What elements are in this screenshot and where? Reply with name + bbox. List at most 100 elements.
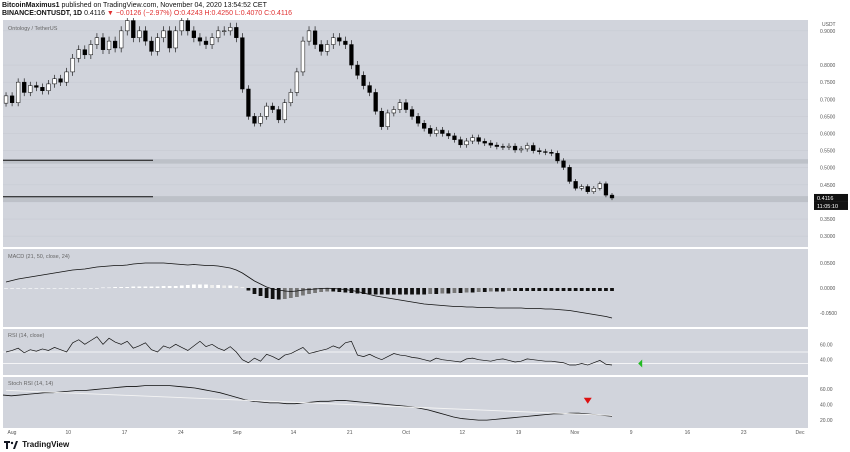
macd-histogram-bar (252, 288, 257, 294)
candle (294, 71, 300, 93)
macd-title: MACD (21, 50, close, 24) (8, 254, 70, 260)
candle (234, 27, 239, 38)
macd-histogram-bar (282, 288, 287, 299)
macd-histogram-bar (561, 288, 566, 291)
candle (325, 44, 330, 52)
macd-histogram-bar (228, 285, 233, 288)
y-tick-label: 0.5000 (820, 166, 836, 172)
candle (452, 135, 457, 140)
candle (506, 145, 512, 148)
candle (579, 186, 584, 189)
countdown-box (814, 201, 848, 210)
macd-histogram-bar (458, 288, 463, 293)
macd-histogram-bar (119, 287, 124, 288)
y-tick-label: 0.6000 (820, 132, 836, 138)
candle (34, 85, 39, 88)
macd-histogram-bar (198, 284, 202, 288)
tradingview-brand: TradingView (22, 440, 70, 449)
candle (137, 30, 142, 38)
candle (543, 151, 548, 153)
macd-histogram-bar (579, 288, 584, 291)
macd-histogram-bar (391, 288, 396, 295)
candle (397, 102, 403, 110)
candle (518, 148, 524, 151)
stoch-y-tick: 60.00 (820, 387, 833, 393)
macd-histogram-bar (70, 288, 75, 289)
current-price: 0.4116 (84, 10, 105, 17)
macd-histogram-bar (452, 288, 457, 293)
candle (288, 92, 293, 103)
macd-histogram-bar (355, 288, 360, 294)
candle (573, 181, 578, 189)
candle (367, 85, 372, 93)
candle (306, 30, 312, 42)
candle (173, 30, 178, 49)
macd-histogram-bar (604, 288, 608, 291)
tradingview-footer: TradingView (4, 440, 69, 449)
candle (512, 145, 518, 151)
candle (58, 78, 63, 83)
macd-histogram-bar (173, 286, 178, 288)
candle (222, 30, 227, 32)
candle (319, 44, 324, 52)
last-price-label: 0.4116 (817, 196, 833, 202)
macd-histogram-bar (482, 288, 487, 292)
macd-histogram-bar (531, 288, 536, 291)
candle (458, 139, 463, 146)
price-change: −0.0126 (−2.97%) (115, 10, 172, 17)
x-tick-label: 17 (122, 430, 128, 436)
macd-histogram-bar (598, 288, 602, 291)
macd-histogram-bar (113, 287, 117, 288)
chart-area[interactable]: 0.9000 0.8000 0.7500 0.7000 0.6500 0.6000 0.55… (0, 18, 850, 438)
candle (94, 37, 100, 45)
y-tick-label: 0.7500 (820, 80, 836, 86)
macd-histogram-bar (16, 288, 21, 289)
macd-histogram-bar (422, 288, 427, 295)
stoch-y-tick: 40.00 (820, 402, 833, 408)
x-tick-label: 10 (66, 430, 72, 436)
candle (40, 87, 45, 91)
macd-histogram-bar (331, 288, 336, 292)
candle (119, 30, 124, 49)
candle (167, 30, 172, 49)
y-tick-label: 0.6500 (820, 114, 836, 120)
candle (549, 152, 554, 154)
ohlc-values: O:0.4243 H:0.4250 L:0.4070 C:0.4116 (173, 10, 292, 17)
price-scale-2 (808, 249, 848, 327)
candle (537, 150, 542, 152)
candle (228, 27, 233, 32)
macd-histogram-bar (440, 288, 445, 294)
macd-histogram-bar (34, 288, 39, 289)
candle (264, 105, 269, 117)
candle (209, 37, 215, 45)
candle (270, 105, 275, 110)
macd-histogram-bar (507, 288, 511, 291)
macd-histogram-bar (185, 285, 190, 288)
candle (555, 153, 560, 162)
candle (106, 40, 112, 50)
macd-histogram-bar (22, 288, 27, 289)
macd-histogram-bar (367, 288, 372, 294)
candle (603, 183, 609, 196)
macd-histogram-bar (40, 288, 45, 289)
macd-histogram-bar (125, 287, 130, 288)
x-tick-label: Dec (796, 430, 805, 436)
macd-histogram-bar (4, 288, 8, 289)
macd-histogram-bar (52, 288, 57, 289)
x-tick-label: Nov (570, 430, 579, 436)
macd-histogram-bar (416, 288, 420, 295)
candle (112, 40, 118, 49)
macd-histogram-bar (246, 288, 251, 291)
macd-histogram-bar (28, 288, 33, 289)
macd-histogram-bar (398, 288, 402, 295)
publisher-name: BitcoinMaximus1 (2, 2, 60, 9)
candle (415, 116, 421, 124)
rsi-line (5, 336, 613, 366)
macd-histogram-bar (264, 288, 269, 298)
macd-histogram-bar (295, 288, 299, 297)
macd-histogram-bar (319, 288, 324, 292)
candle (343, 40, 348, 45)
candle (258, 116, 263, 124)
macd-histogram-bar (307, 288, 311, 294)
macd-histogram-bar (434, 288, 439, 294)
